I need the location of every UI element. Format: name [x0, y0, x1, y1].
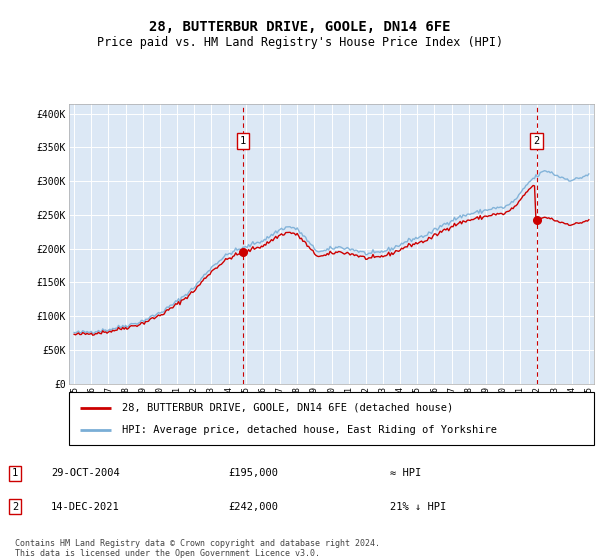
- Text: 14-DEC-2021: 14-DEC-2021: [51, 502, 120, 512]
- Text: 28, BUTTERBUR DRIVE, GOOLE, DN14 6FE: 28, BUTTERBUR DRIVE, GOOLE, DN14 6FE: [149, 20, 451, 34]
- Text: £242,000: £242,000: [228, 502, 278, 512]
- Text: 21% ↓ HPI: 21% ↓ HPI: [390, 502, 446, 512]
- Text: Contains HM Land Registry data © Crown copyright and database right 2024.
This d: Contains HM Land Registry data © Crown c…: [15, 539, 380, 558]
- Text: £195,000: £195,000: [228, 468, 278, 478]
- FancyBboxPatch shape: [69, 392, 594, 445]
- Text: 2: 2: [533, 136, 539, 146]
- Text: 2: 2: [12, 502, 18, 512]
- Text: 29-OCT-2004: 29-OCT-2004: [51, 468, 120, 478]
- Text: ≈ HPI: ≈ HPI: [390, 468, 421, 478]
- Text: 1: 1: [12, 468, 18, 478]
- Text: 28, BUTTERBUR DRIVE, GOOLE, DN14 6FE (detached house): 28, BUTTERBUR DRIVE, GOOLE, DN14 6FE (de…: [121, 403, 453, 413]
- Text: HPI: Average price, detached house, East Riding of Yorkshire: HPI: Average price, detached house, East…: [121, 425, 497, 435]
- Text: Price paid vs. HM Land Registry's House Price Index (HPI): Price paid vs. HM Land Registry's House …: [97, 36, 503, 49]
- Text: 1: 1: [239, 136, 246, 146]
